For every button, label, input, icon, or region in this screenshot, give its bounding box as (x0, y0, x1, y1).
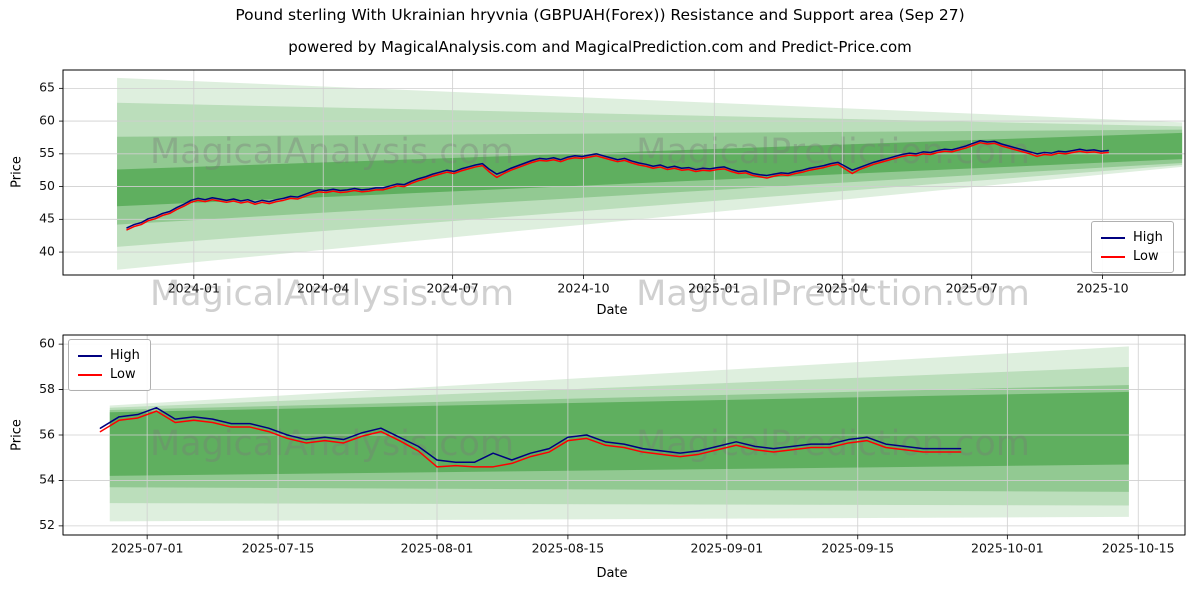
legend-high-label: High (110, 348, 140, 363)
bottom-x-axis-label: Date (596, 566, 628, 581)
legend-entry-low: Low (1101, 247, 1163, 266)
low-line-swatch (78, 373, 102, 376)
bottom-legend: High Low (68, 339, 151, 391)
legend-entry-high: High (78, 346, 140, 365)
legend-entry-high: High (1101, 228, 1163, 247)
chart-title: Pound sterling With Ukrainian hryvnia (G… (235, 6, 965, 24)
legend-high-label: High (1133, 230, 1163, 245)
high-line-swatch (78, 354, 102, 357)
top-legend: High Low (1091, 221, 1174, 273)
high-line-swatch (1101, 236, 1125, 239)
chart-subtitle: powered by MagicalAnalysis.com and Magic… (288, 38, 912, 56)
legend-entry-low: Low (78, 365, 140, 384)
top-x-axis-label: Date (596, 303, 628, 318)
legend-low-label: Low (110, 367, 136, 382)
legend-low-label: Low (1133, 249, 1159, 264)
low-line-swatch (1101, 255, 1125, 258)
top-y-axis-label: Price (9, 156, 25, 188)
bottom-y-axis-label: Price (9, 419, 25, 451)
